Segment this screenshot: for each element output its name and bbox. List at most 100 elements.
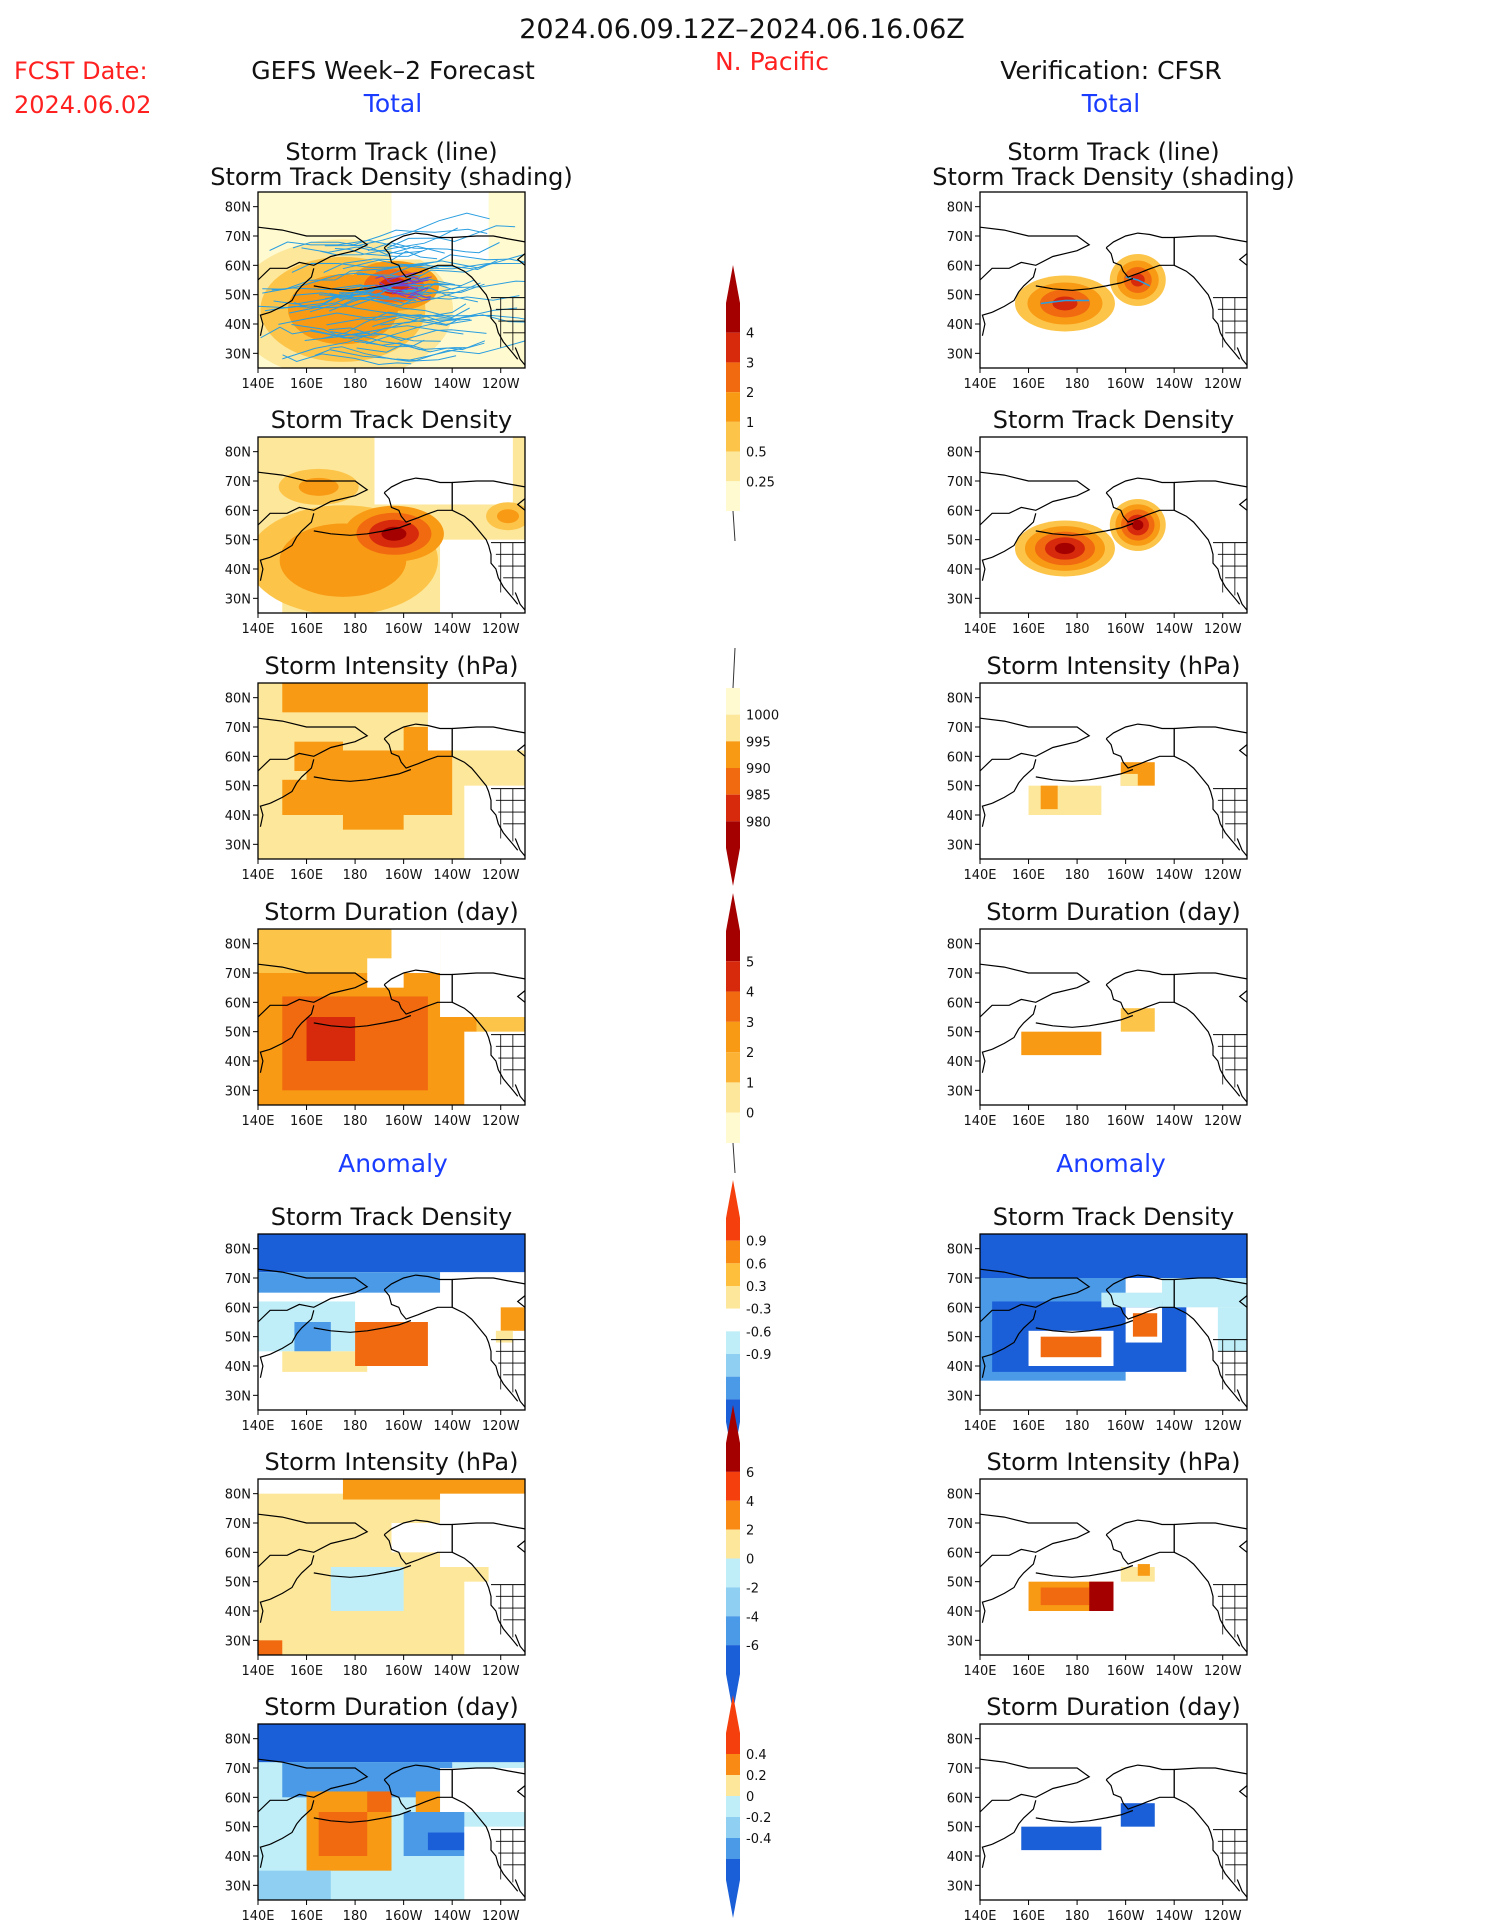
forecast-anomaly-density-xlabel-5: 120W	[482, 1419, 520, 1434]
verification-total-duration-xlabel-2: 180	[1065, 1114, 1090, 1129]
forecast-total-duration-title: Storm Duration (day)	[264, 898, 519, 926]
verification-total-duration-xlabel-4: 140W	[1155, 1114, 1193, 1129]
verification-total-track-xlabel-2: 180	[1065, 377, 1090, 392]
verification-anomaly-density-xlabel-0: 140E	[963, 1419, 996, 1434]
forecast-total-track-ylabel-1: 70N	[225, 230, 251, 245]
vai-cells-cell-2	[1089, 1582, 1113, 1611]
colorbar-intensity-anom-seg-6	[726, 1616, 740, 1645]
verification-total-intensity-coast-alaska	[1106, 724, 1174, 768]
verification-total-density-ylabel-0: 80N	[947, 446, 973, 461]
verification-anomaly-intensity-coast-japan	[982, 1599, 992, 1622]
colorbar-density-anom-label-0: 0.9	[746, 1235, 767, 1250]
verification-anomaly-density-xlabel-5: 120W	[1204, 1419, 1242, 1434]
forecast-anomaly-density-coast-hudson	[518, 1296, 525, 1308]
forecast-anomaly-duration-shading	[258, 1724, 525, 1900]
colorbar-intensity-total-seg-3	[726, 768, 740, 795]
colorbar-intensity-total-seg-0	[726, 688, 740, 715]
verification-anomaly-intensity-coast-kurils	[992, 1579, 1019, 1600]
fai-cells-cell-5	[392, 1523, 441, 1552]
colorbar-duration-total-seg-1	[726, 961, 740, 991]
verification-total-duration-ylabel-1: 70N	[947, 967, 973, 982]
forecast-total-intensity: Storm Intensity (hPa)80N70N60N50N40N30N1…	[225, 652, 525, 883]
verification-anomaly-density-xlabel-1: 160E	[1012, 1419, 1045, 1434]
forecast-total-duration-ylabel-5: 30N	[225, 1084, 251, 1099]
colorbar-intensity-anom: 6420-2-4-6	[726, 1405, 759, 1712]
verification-total-intensity-shading	[1029, 762, 1155, 815]
forecast-anomaly-intensity-ylabel-5: 30N	[225, 1634, 251, 1649]
forecast-anomaly-intensity-xlabel-4: 140W	[433, 1664, 471, 1679]
colorbar-density-total-seg-6	[726, 481, 740, 511]
forecast-anomaly-intensity: Storm Intensity (hPa)80N70N60N50N40N30N1…	[225, 1448, 525, 1679]
fi-orange-cell-3	[282, 780, 318, 815]
forecast-total-track-title-2: Storm Track Density (shading)	[210, 163, 573, 191]
colorbar-intensity-total-seg-1	[726, 715, 740, 742]
colorbar-duration-anom-label-2: 0	[746, 1790, 754, 1805]
verification-total-duration-xlabel-3: 160W	[1107, 1114, 1145, 1129]
verification-total-track-xlabel-1: 160E	[1012, 377, 1045, 392]
verification-anomaly-intensity-shading	[1029, 1564, 1155, 1611]
forecast-total-intensity-xlabel-3: 160W	[385, 868, 423, 883]
vd-blob-b-ring-4	[1132, 520, 1143, 530]
forecast-total-track-ylabel-4: 40N	[225, 318, 251, 333]
forecast-anomaly-duration-ylabel-4: 40N	[225, 1850, 251, 1865]
verification-total-intensity-title: Storm Intensity (hPa)	[987, 652, 1241, 680]
vad-cells-cell-1	[980, 1234, 1247, 1278]
forecast-total-intensity-ylabel-3: 50N	[225, 780, 251, 795]
colorbar-density-total-tail-bottom	[733, 511, 735, 541]
colorbar-density-anom-label-4: -0.6	[746, 1325, 771, 1340]
colorbar-duration-total: 543210	[726, 893, 754, 1173]
forecast-total-intensity-xlabel-2: 180	[343, 868, 368, 883]
forecast-anomaly-density-ylabel-1: 70N	[225, 1272, 251, 1287]
verification-anomaly-duration-ylabel-3: 50N	[947, 1821, 973, 1836]
forecast-total-density-xlabel-1: 160E	[290, 622, 323, 637]
forecast-total-duration-ylabel-2: 60N	[225, 996, 251, 1011]
verification-anomaly-duration-ylabel-5: 30N	[947, 1879, 973, 1894]
forecast-total-duration-ylabel-0: 80N	[225, 938, 251, 953]
colorbar-duration-anom-arrow-top	[726, 1695, 740, 1733]
forecast-total-duration-xlabel-3: 160W	[385, 1114, 423, 1129]
verification-total-density-title: Storm Track Density	[993, 406, 1234, 434]
verification-total-intensity: Storm Intensity (hPa)80N70N60N50N40N30N1…	[947, 652, 1247, 883]
colorbar-density-anom-label-2: 0.3	[746, 1280, 767, 1295]
forecast-anomaly-density-xlabel-4: 140W	[433, 1419, 471, 1434]
verification-total-intensity-xlabel-4: 140W	[1155, 868, 1193, 883]
forecast-total-intensity-title: Storm Intensity (hPa)	[265, 652, 519, 680]
verification-anomaly-intensity-coast-kamch	[1019, 1555, 1036, 1578]
verification-total-intensity-xlabel-5: 120W	[1204, 868, 1242, 883]
verification-total-track-title-1: Storm Track (line)	[1007, 138, 1219, 166]
verification-total-intensity-ylabel-5: 30N	[947, 838, 973, 853]
colorbar-duration-total-label-4: 1	[746, 1076, 754, 1091]
forecast-anomaly-density-coast-baja	[515, 1390, 525, 1408]
colorbar-density-total-seg-0	[726, 303, 740, 333]
verification-total-density-coast-kurils	[992, 537, 1019, 558]
verification-total-duration-xlabel-1: 160E	[1012, 1114, 1045, 1129]
verification-total-density-ylabel-1: 70N	[947, 475, 973, 490]
forecast-total-track-xlabel-1: 160E	[290, 377, 323, 392]
forecast-anomaly-duration-ylabel-5: 30N	[225, 1879, 251, 1894]
fi-orange-cell-2	[343, 800, 404, 829]
forecast-anomaly-duration-xlabel-3: 160W	[385, 1909, 423, 1924]
verification-total-intensity-xlabel-0: 140E	[963, 868, 996, 883]
colorbar-density-total-seg-1	[726, 333, 740, 363]
verification-total-intensity-coast-baja	[1237, 839, 1247, 857]
forecast-total-density-xlabel-0: 140E	[241, 622, 274, 637]
fadu-cells-cell-11	[416, 1791, 440, 1812]
vad-cells-cell-9	[1218, 1307, 1247, 1351]
verification-total-density: Storm Track Density80N70N60N50N40N30N140…	[947, 406, 1247, 637]
forecast-total-duration-xlabel-1: 160E	[290, 1114, 323, 1129]
fai-cells-cell-2	[343, 1582, 367, 1605]
verification-total-track-coast-pnw	[1174, 265, 1240, 359]
colorbar-duration-total-arrow-top	[726, 893, 740, 931]
verification-anomaly-intensity-ylabel-4: 40N	[947, 1605, 973, 1620]
fad-cells-cell-0	[258, 1234, 525, 1272]
forecast-total-duration-ylabel-1: 70N	[225, 967, 251, 982]
forecast-total-duration: Storm Duration (day)80N70N60N50N40N30N14…	[225, 898, 525, 1129]
verification-anomaly-density-ylabel-3: 50N	[947, 1331, 973, 1346]
date-range: 2024.06.09.12Z–2024.06.16.06Z	[519, 14, 965, 45]
forecast-anomaly-intensity-title: Storm Intensity (hPa)	[265, 1448, 519, 1476]
verification-total-duration-coast-kurils	[992, 1029, 1019, 1050]
verification-total-intensity-ylabel-3: 50N	[947, 780, 973, 795]
forecast-total-track-ylabel-0: 80N	[225, 201, 251, 216]
verification-anomaly-density-ylabel-5: 30N	[947, 1389, 973, 1404]
colorbar-density-total-seg-5	[726, 452, 740, 482]
